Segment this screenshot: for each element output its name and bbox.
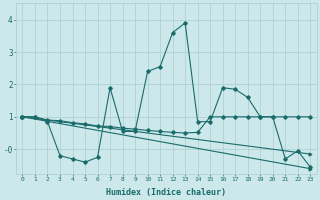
X-axis label: Humidex (Indice chaleur): Humidex (Indice chaleur) [106, 188, 226, 197]
